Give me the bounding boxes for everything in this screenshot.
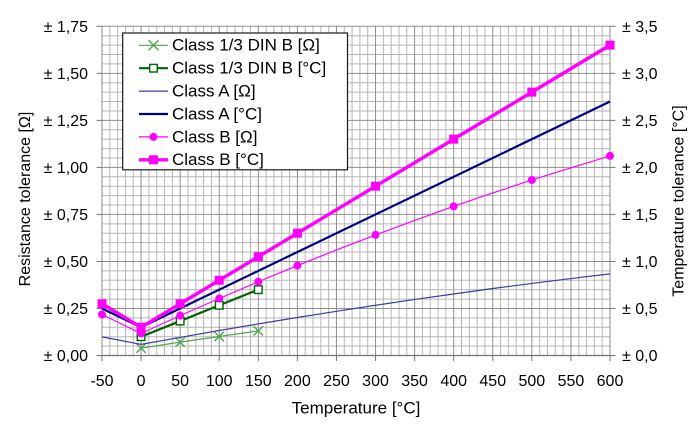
series-line-class-b-ohm xyxy=(101,155,611,335)
marker-square-class-b-degc xyxy=(253,252,263,262)
marker-square-class-b-degc xyxy=(175,299,185,309)
marker-x-class-13dinb-ohm xyxy=(135,342,147,354)
marker-square-open-class-13dinb-degc xyxy=(253,285,263,295)
legend-label: Class B [°C] xyxy=(172,150,264,169)
y-right-tick-label: ± 0,0 xyxy=(622,348,658,365)
x-tick-label: 50 xyxy=(171,373,189,390)
legend: Class 1/3 DIN B [Ω] Class 1/3 DIN B [°C] C… xyxy=(122,32,349,171)
legend-label: Class A [Ω] xyxy=(172,82,256,101)
series-group xyxy=(97,40,615,354)
x-tick-label: 250 xyxy=(323,373,350,390)
x-tick-label: -50 xyxy=(90,373,113,390)
y-right-tick-label: ± 1,5 xyxy=(622,207,658,224)
x-tick-label: 600 xyxy=(597,373,624,390)
y-right-tick-label: ± 3,5 xyxy=(622,19,658,36)
marker-square-class-b-degc xyxy=(605,40,615,50)
x-tick-label: 500 xyxy=(518,373,545,390)
x-tick-label: 300 xyxy=(362,373,389,390)
marker-x-class-13dinb-ohm xyxy=(253,325,264,337)
legend-label: Class 1/3 DIN B [°C] xyxy=(172,59,326,78)
y-left-tick-label: ± 1,75 xyxy=(44,19,88,36)
x-tick-label: 450 xyxy=(479,373,506,390)
y-right-tick-label: ± 3,0 xyxy=(622,66,658,83)
marker-circle-class-b-ohm xyxy=(606,151,614,160)
y-left-tick-label: ± 0,25 xyxy=(44,301,88,318)
x-axis-title: Temperature [°C] xyxy=(292,399,421,418)
marker-square-class-b-degc xyxy=(292,228,302,238)
legend-box xyxy=(122,32,349,171)
x-tick-label: 200 xyxy=(284,373,311,390)
marker-square-class-b-degc xyxy=(97,299,107,309)
marker-square-class-b-degc xyxy=(371,181,381,191)
y-left-tick-label: ± 1,50 xyxy=(44,66,88,83)
x-tick-label: 400 xyxy=(440,373,467,390)
x-tick-label: 550 xyxy=(558,373,585,390)
series-line-class-13dinb-ohm xyxy=(140,330,259,349)
y-left-axis-title: Resistance tolerance [Ω] xyxy=(17,112,34,287)
marker-circle-class-b-ohm xyxy=(254,277,263,286)
legend-entry-class-b-ohm: Class B [Ω] xyxy=(139,127,257,146)
marker-circle-class-b-ohm xyxy=(449,202,458,211)
legend-marker-square xyxy=(149,155,158,165)
legend-entry-class-13dinb-ohm: Class 1/3 DIN B [Ω] xyxy=(139,36,320,55)
marker-square-class-b-degc xyxy=(527,87,537,97)
marker-square-class-b-degc xyxy=(136,322,146,332)
series-line-class-13dinb-degc xyxy=(140,288,259,338)
y-left-tick-label: ± 1,00 xyxy=(44,160,88,177)
marker-square-class-b-degc xyxy=(449,134,459,144)
legend-entry-class-a-ohm: Class A [Ω] xyxy=(139,82,256,101)
marker-circle-class-b-ohm xyxy=(527,175,536,184)
marker-circle-class-b-ohm xyxy=(98,310,106,319)
marker-circle-class-b-ohm xyxy=(215,294,224,303)
axis-ticks xyxy=(96,25,616,361)
y-left-tick-label: ± 1,25 xyxy=(44,113,88,130)
legend-label: Class B [Ω] xyxy=(172,127,257,146)
y-right-tick-label: ± 2,5 xyxy=(622,113,658,130)
marker-square-open-class-13dinb-degc xyxy=(214,300,224,310)
legend-marker-x xyxy=(148,39,159,51)
y-right-axis-title: Temperature tolerance [°C] xyxy=(671,105,688,296)
legend-entry-class-b-degc: Class B [°C] xyxy=(139,150,264,169)
y-right-tick-label: ± 1,0 xyxy=(622,254,658,271)
marker-circle-class-b-ohm xyxy=(176,311,185,320)
y-left-tick-label: ± 0,75 xyxy=(44,207,88,224)
x-tick-label: 350 xyxy=(401,373,428,390)
y-right-tick-label: ± 2,0 xyxy=(622,160,658,177)
y-left-tick-label: ± 0,50 xyxy=(44,254,88,271)
legend-entry-class-a-degc: Class A [°C] xyxy=(139,104,262,123)
legend-label: Class A [°C] xyxy=(172,104,262,123)
axis-labels: ± 0,00± 0,25± 0,50± 0,75± 1,00± 1,25± 1,… xyxy=(44,19,658,390)
marker-circle-class-b-ohm xyxy=(293,261,302,270)
x-tick-label: 100 xyxy=(206,373,233,390)
marker-x-class-13dinb-ohm xyxy=(214,331,225,342)
y-left-tick-label: ± 0,00 xyxy=(44,348,88,365)
x-tick-label: 150 xyxy=(245,373,272,390)
marker-x-class-13dinb-ohm xyxy=(174,336,186,348)
series-line-class-a-ohm xyxy=(101,273,611,346)
marker-square-class-b-degc xyxy=(214,275,224,285)
y-right-tick-label: ± 0,5 xyxy=(622,301,658,318)
x-tick-label: 0 xyxy=(137,373,146,390)
marker-circle-class-b-ohm xyxy=(371,230,380,239)
legend-entry-class-13dinb-degc: Class 1/3 DIN B [°C] xyxy=(139,59,326,78)
legend-marker-square-open xyxy=(148,63,158,73)
legend-marker-circle xyxy=(149,132,158,141)
legend-label: Class 1/3 DIN B [Ω] xyxy=(172,36,320,55)
